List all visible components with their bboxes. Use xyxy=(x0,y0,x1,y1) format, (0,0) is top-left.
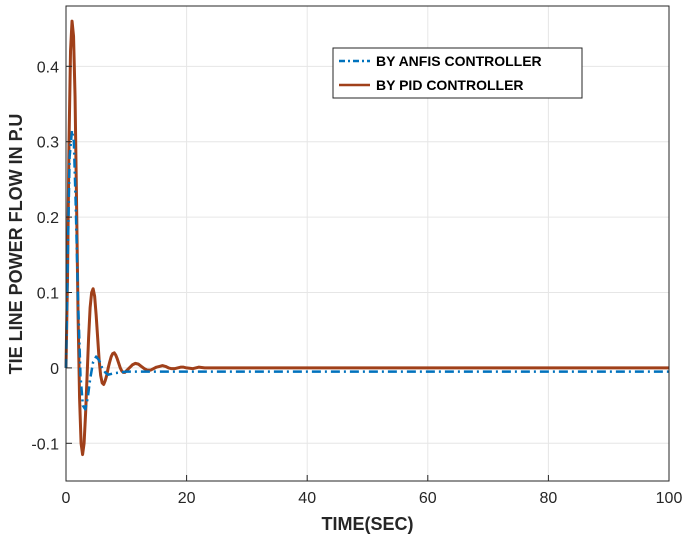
x-tick-label: 20 xyxy=(178,490,196,507)
series-layer xyxy=(64,19,669,457)
tick-labels: 0 20 40 60 80 100 -0.1 0 0.1 0.2 0.3 0.4 xyxy=(31,59,682,507)
x-axis-label: TIME(SEC) xyxy=(322,514,414,534)
y-tick-label: -0.1 xyxy=(31,436,59,453)
x-tick-label: 0 xyxy=(62,490,71,507)
x-tick-label: 60 xyxy=(419,490,437,507)
x-tick-label: 80 xyxy=(540,490,558,507)
series-line-anfis xyxy=(64,129,669,411)
legend-label-pid: BY PID CONTROLLER xyxy=(376,77,524,93)
x-tick-label: 100 xyxy=(656,490,683,507)
y-tick-label: 0.3 xyxy=(37,135,59,152)
y-tick-label: 0.2 xyxy=(37,210,59,227)
legend: BY ANFIS CONTROLLER BY PID CONTROLLER xyxy=(332,47,583,99)
y-axis-label: TIE LINE POWER FLOW IN P.U xyxy=(6,114,26,375)
y-tick-label: 0.1 xyxy=(37,286,59,303)
x-tick-label: 40 xyxy=(298,490,316,507)
legend-label-anfis: BY ANFIS CONTROLLER xyxy=(376,53,542,69)
legend-box xyxy=(332,47,583,99)
plot-frame xyxy=(65,5,670,482)
y-tick-label: 0.4 xyxy=(37,59,59,76)
y-tick-label: 0 xyxy=(50,361,59,378)
